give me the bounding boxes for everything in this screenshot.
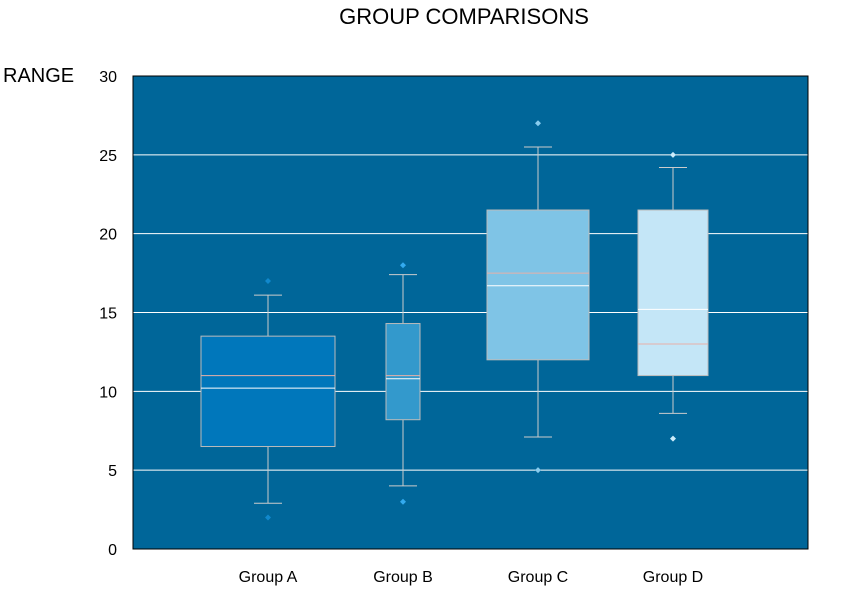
x-tick-label: Group D [643,569,703,586]
box [486,209,590,361]
y-tick-label: 25 [99,148,117,165]
box-group [486,120,590,474]
y-tick-label: 5 [108,463,117,480]
x-tick-label: Group A [239,569,298,586]
outlier-point [400,498,406,505]
outlier-point [670,435,676,442]
outlier-point [535,467,541,474]
y-tick-label: 15 [99,306,117,323]
y-tick-label: 30 [99,69,117,86]
y-tick-label: 10 [99,384,117,401]
outlier-point [265,514,271,521]
box [200,335,336,448]
outlier-point [535,120,541,127]
box [385,323,421,421]
x-tick-labels: Group A Group B Group C Group D [239,569,704,586]
chart-title: GROUP COMPARISONS [339,4,589,29]
x-tick-label: Group C [508,569,568,586]
box [637,209,709,377]
outlier-point [400,262,406,269]
outlier-point [670,151,676,158]
box-group [637,151,709,442]
y-tick-label: 20 [99,227,117,244]
outlier-point [265,277,271,284]
y-axis-label: RANGE [3,65,74,87]
plot-border [132,75,809,550]
box-plots [200,120,709,521]
y-tick-label: 0 [108,542,117,559]
y-tick-labels: 0 5 10 15 20 25 30 [99,69,117,559]
box-group [200,277,336,521]
box-group [385,262,421,505]
x-tick-label: Group B [373,569,433,586]
